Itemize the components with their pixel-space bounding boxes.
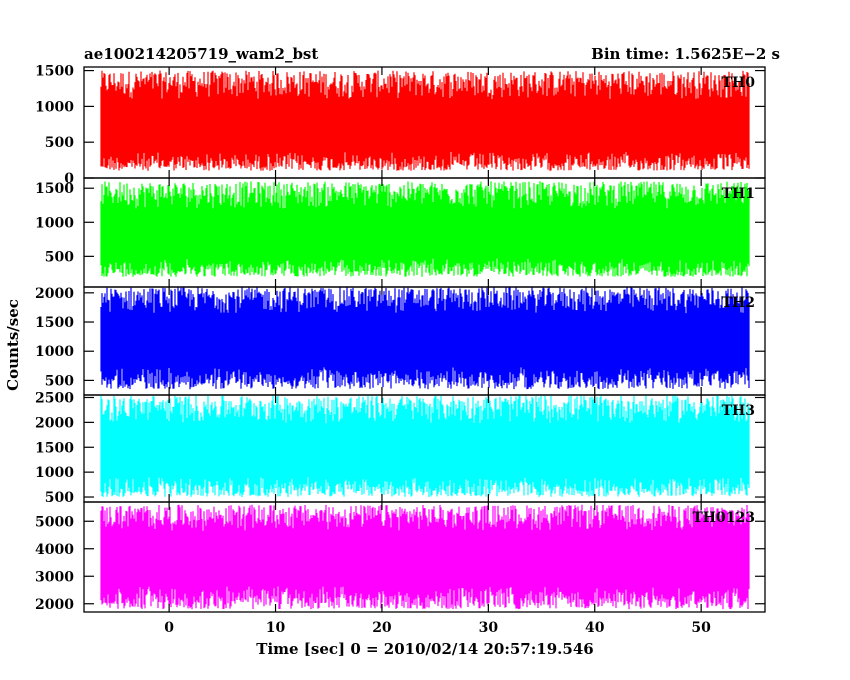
- chart-title-left: ae100214205719_wam2_bst: [84, 45, 318, 63]
- y-tick-label-th1: 500: [45, 249, 74, 265]
- y-tick-label-th0123: 3000: [35, 569, 74, 585]
- y-tick-label-th3: 1500: [35, 440, 74, 456]
- y-tick-label-th3: 2500: [35, 390, 74, 406]
- y-tick-label-th0: 0: [64, 171, 74, 187]
- x-tick-label: 10: [266, 620, 286, 636]
- panel-label-th0: TH0: [722, 75, 756, 91]
- y-tick-label-th2: 1000: [35, 344, 74, 360]
- x-tick-label: 30: [479, 620, 499, 636]
- chart-title-right: Bin time: 1.5625E−2 s: [591, 45, 780, 63]
- panel-label-th3: TH3: [722, 403, 755, 419]
- x-tick-label: 50: [691, 620, 711, 636]
- y-tick-label-th2: 2000: [35, 286, 74, 302]
- y-tick-label-th0: 1000: [35, 99, 74, 115]
- panel-label-th0123: TH0123: [692, 510, 755, 526]
- y-tick-label-th0: 1500: [35, 64, 74, 80]
- x-tick-label: 20: [372, 620, 392, 636]
- y-tick-label-th3: 500: [45, 490, 74, 506]
- y-tick-label-th0123: 5000: [35, 514, 74, 530]
- panel-label-th1: TH1: [722, 186, 755, 202]
- y-tick-label-th3: 1000: [35, 465, 74, 481]
- y-tick-label-th2: 500: [45, 373, 74, 389]
- y-tick-label-th1: 1500: [35, 181, 74, 197]
- y-tick-label-th0123: 2000: [35, 597, 74, 613]
- series-th2-curve: [100, 287, 750, 390]
- x-tick-label: 40: [585, 620, 605, 636]
- panel-frame-th0123: [83, 501, 766, 613]
- y-tick-label-th0123: 4000: [35, 542, 74, 558]
- y-tick-label-th2: 1500: [35, 315, 74, 331]
- x-axis-label: Time [sec] 0 = 2010/02/14 20:57:19.546: [256, 640, 593, 658]
- x-tick-label: 0: [164, 620, 174, 636]
- y-tick-label-th0: 500: [45, 135, 74, 151]
- y-tick-label-th3: 2000: [35, 415, 74, 431]
- series-th3-curve: [100, 395, 750, 497]
- series-th0123-curve: [100, 504, 750, 610]
- series-th0-curve: [100, 70, 750, 171]
- y-axis-label: Counts/sec: [4, 299, 22, 391]
- panel-label-th2: TH2: [722, 295, 755, 311]
- y-tick-label-th1: 1000: [35, 215, 74, 231]
- series-th1-curve: [100, 181, 750, 277]
